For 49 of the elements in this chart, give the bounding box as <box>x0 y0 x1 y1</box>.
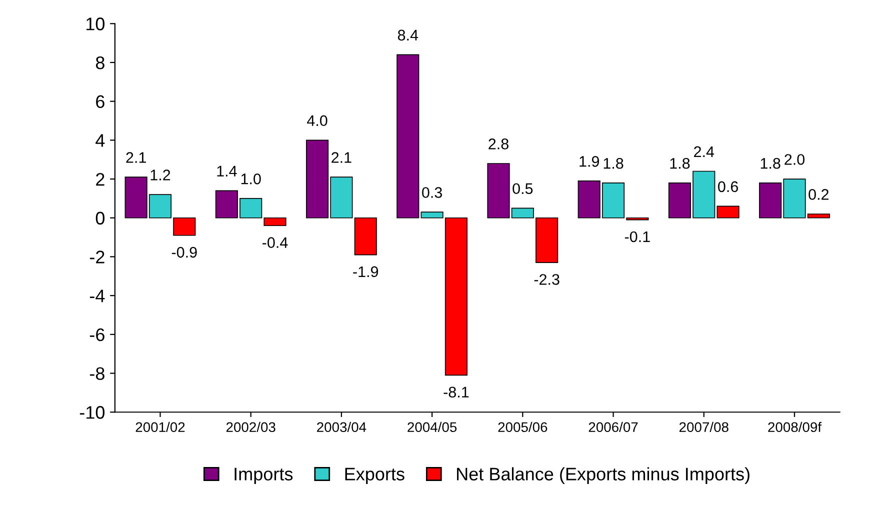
data-label: 4.0 <box>307 115 328 126</box>
legend-label: Exports <box>345 468 404 484</box>
data-label: 1.0 <box>241 174 261 184</box>
data-label: 2.0 <box>784 154 805 165</box>
data-label: -0.1 <box>624 231 650 242</box>
data-label: -0.9 <box>172 246 197 258</box>
x-tick-label: 2006/07 <box>588 422 638 432</box>
y-tick-label: -4 <box>90 290 105 302</box>
data-label: 1.2 <box>150 170 170 180</box>
y-tick-label: -10 <box>80 406 104 419</box>
legend-label: Imports <box>234 468 293 484</box>
y-tick-label: 10 <box>86 18 104 30</box>
x-tick-label: 2001/02 <box>136 422 185 432</box>
data-label: 0.2 <box>808 189 829 200</box>
bar <box>716 206 740 218</box>
bar <box>396 54 420 218</box>
data-label: -1.9 <box>353 266 378 278</box>
data-label: 1.8 <box>670 158 690 169</box>
data-label: 1.8 <box>604 158 624 169</box>
data-label: 0.6 <box>718 181 738 192</box>
data-label: 1.4 <box>217 166 237 176</box>
y-tick-label: 2 <box>96 172 104 186</box>
data-label: 2.1 <box>126 152 146 163</box>
data-label: 1.8 <box>760 158 780 169</box>
bar <box>354 217 377 256</box>
data-label: 2.1 <box>332 152 352 163</box>
x-tick-label: 2005/06 <box>498 422 548 432</box>
y-tick-label: 0 <box>96 212 104 225</box>
x-tick-label: 2004/05 <box>408 422 457 432</box>
y-tick-label: -2 <box>90 250 104 264</box>
x-tick-label: 2002/03 <box>226 422 276 432</box>
data-label: 0.3 <box>422 187 442 198</box>
y-tick-label: 8 <box>96 56 104 70</box>
y-tick-label: -8 <box>90 367 104 380</box>
data-label: 1.9 <box>580 156 600 167</box>
x-tick-label: 2003/04 <box>317 422 366 432</box>
y-tick-label: 6 <box>96 95 104 108</box>
legend-label: Net Balance (Exports minus Imports) <box>457 467 750 484</box>
data-label: 2.8 <box>488 138 508 150</box>
y-tick-label: 4 <box>96 134 105 147</box>
data-label: 8.4 <box>398 30 418 41</box>
x-tick-label: 2008/09f <box>768 422 822 432</box>
y-tick-label: -6 <box>90 328 104 342</box>
x-tick-label: 2007/08 <box>679 422 728 432</box>
data-label: 0.5 <box>512 183 533 194</box>
data-label: -0.4 <box>262 237 288 248</box>
data-label: -2.3 <box>534 274 560 285</box>
data-label: 2.4 <box>694 146 714 157</box>
data-label: -8.1 <box>444 386 469 398</box>
